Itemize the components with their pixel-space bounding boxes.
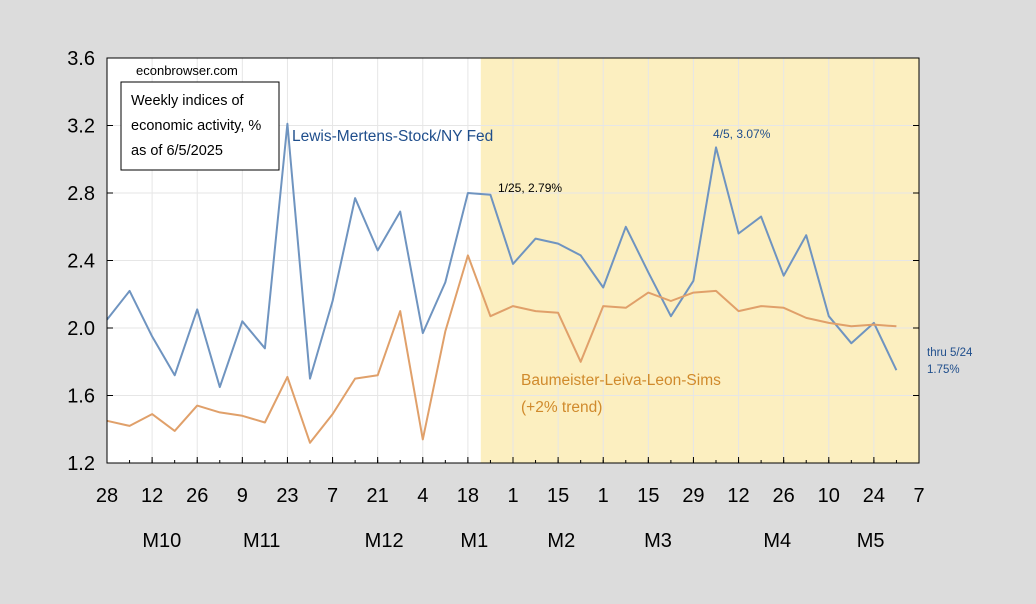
series-label-blls-trend: (+2% trend) — [521, 399, 602, 416]
x-tick-label: 10 — [818, 485, 840, 507]
y-tick-label: 2.4 — [67, 251, 95, 273]
month-label: M3 — [644, 530, 672, 552]
month-label: M1 — [460, 530, 488, 552]
month-label: M2 — [547, 530, 575, 552]
x-tick-label: 23 — [276, 485, 298, 507]
series-label-lms: Lewis-Mertens-Stock/NY Fed — [292, 128, 493, 145]
x-tick-label: 4 — [417, 485, 428, 507]
series-line-0 — [106, 122, 898, 389]
annotation-thru-label: thru 5/24 — [927, 347, 973, 359]
annotation-apr5: 4/5, 3.07% — [713, 127, 771, 141]
annotation-thru-value: 1.75% — [927, 364, 960, 376]
x-tick-label: 9 — [237, 485, 248, 507]
month-label: M5 — [857, 530, 885, 552]
x-tick-label: 18 — [457, 485, 479, 507]
title-line-2: economic activity, % — [131, 118, 261, 134]
x-tick-label: 26 — [186, 485, 208, 507]
series-lines — [106, 122, 898, 444]
x-tick-label: 21 — [367, 485, 389, 507]
title-line-1: Weekly indices of — [131, 93, 245, 109]
x-tick-label: 29 — [682, 485, 704, 507]
month-label: M4 — [763, 530, 791, 552]
y-tick-label: 3.2 — [67, 116, 95, 138]
y-tick-label: 1.6 — [67, 386, 95, 408]
y-tick-label: 2.0 — [67, 318, 95, 340]
axes: 1.2 1.6 2.0 2.4 2.8 3.2 3.6 28 12 26 9 23 7 21 4 18 1 15 1… — [67, 48, 924, 552]
month-label: M11 — [243, 530, 280, 552]
title-line-3: as of 6/5/2025 — [131, 143, 223, 159]
x-tick-label: 15 — [547, 485, 569, 507]
x-tick-label: 28 — [96, 485, 118, 507]
x-tick-label: 7 — [913, 485, 924, 507]
series-line-1 — [106, 254, 897, 444]
x-tick-label: 24 — [863, 485, 885, 507]
series-label-blls: Baumeister-Leiva-Leon-Sims — [521, 372, 721, 389]
x-tick-label: 7 — [327, 485, 338, 507]
x-tick-label: 26 — [773, 485, 795, 507]
x-tick-label: 1 — [598, 485, 609, 507]
y-tick-label: 3.6 — [67, 48, 95, 70]
watermark-text: econbrowser.com — [136, 63, 238, 78]
y-tick-label: 1.2 — [67, 453, 95, 475]
annotation-jan25: 1/25, 2.79% — [498, 181, 562, 195]
title-box — [120, 81, 280, 171]
x-tick-label: 1 — [507, 485, 518, 507]
x-tick-label: 15 — [637, 485, 659, 507]
month-label: M10 — [142, 530, 181, 552]
y-tick-label: 2.8 — [67, 183, 95, 205]
x-tick-label: 12 — [141, 485, 163, 507]
x-tick-label: 12 — [727, 485, 749, 507]
month-label: M12 — [365, 530, 404, 552]
